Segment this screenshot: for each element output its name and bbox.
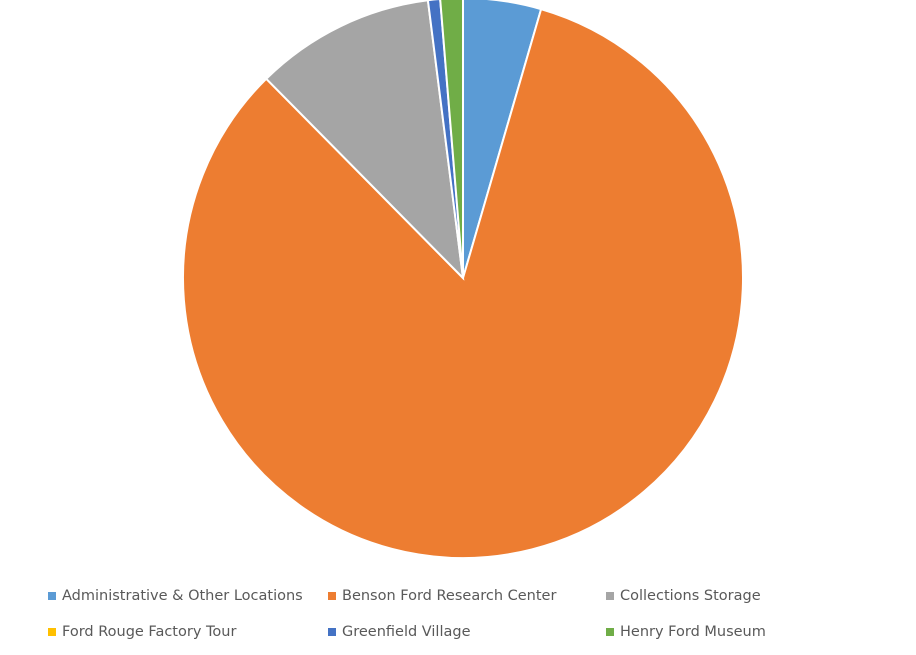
legend-label: Benson Ford Research Center [342, 588, 557, 604]
legend-label: Administrative & Other Locations [62, 588, 303, 604]
legend-swatch [606, 592, 614, 600]
legend-item: Administrative & Other Locations [48, 588, 303, 604]
pie-slice [264, 0, 465, 281]
legend-swatch [328, 628, 336, 636]
legend-label: Collections Storage [620, 588, 761, 604]
legend-item: Henry Ford Museum [606, 624, 766, 640]
legend-item: Ford Rouge Factory Tour [48, 624, 236, 640]
legend-label: Ford Rouge Factory Tour [62, 624, 237, 640]
legend-item: Benson Ford Research Center [328, 588, 556, 604]
legend-item: Collections Storage [606, 588, 761, 604]
pie-slice [439, 0, 464, 279]
legend-swatch [328, 592, 336, 600]
legend-label: Henry Ford Museum [620, 624, 766, 640]
legend-label: Greenfield Village [342, 624, 471, 640]
pie-chart [182, 0, 744, 559]
legend-item: Greenfield Village [328, 624, 471, 640]
legend-swatch [48, 628, 56, 636]
legend-swatch [48, 592, 56, 600]
pie-slice [426, 0, 464, 279]
pie-slice [182, 7, 744, 559]
legend-swatch [606, 628, 614, 636]
